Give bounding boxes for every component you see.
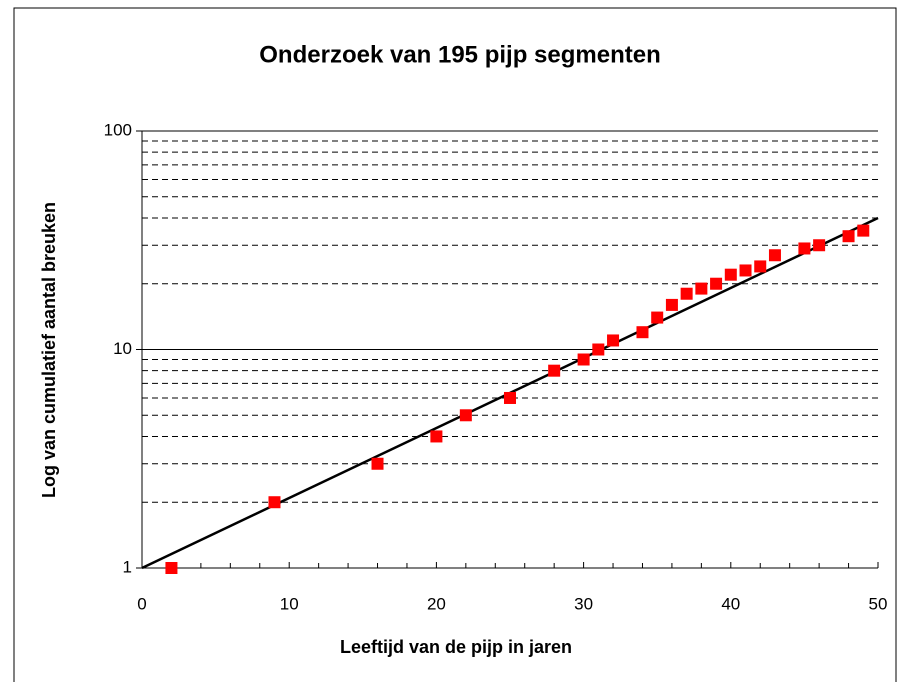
data-point xyxy=(592,343,605,356)
data-point xyxy=(857,224,870,237)
data-point xyxy=(504,391,516,404)
y-axis-label: Log van cumulatief aantal breuken xyxy=(39,202,59,498)
y-tick-label: 1 xyxy=(123,557,132,576)
x-tick-label: 20 xyxy=(427,594,446,613)
chart-frame xyxy=(13,7,897,682)
y-tick-label: 10 xyxy=(113,339,132,358)
data-point xyxy=(636,326,649,339)
data-point xyxy=(842,230,855,243)
data-point xyxy=(548,364,561,377)
data-point xyxy=(798,242,811,255)
data-point xyxy=(651,311,664,324)
data-point xyxy=(695,282,708,295)
x-axis-label: Leeftijd van de pijp in jaren xyxy=(340,637,572,657)
x-tick-label: 40 xyxy=(721,594,740,613)
data-point xyxy=(165,562,178,574)
data-point xyxy=(459,409,472,422)
data-point xyxy=(768,249,781,262)
data-point xyxy=(680,287,693,300)
data-point xyxy=(754,260,767,273)
data-point xyxy=(813,239,826,252)
data-point xyxy=(607,334,620,347)
x-tick-label: 50 xyxy=(869,594,888,613)
data-point xyxy=(724,268,737,281)
x-tick-label: 0 xyxy=(137,594,146,613)
data-point xyxy=(577,353,590,366)
data-point xyxy=(268,496,281,509)
data-point xyxy=(739,264,752,277)
y-tick-label: 100 xyxy=(104,120,132,139)
x-tick-label: 30 xyxy=(574,594,593,613)
x-tick-label: 10 xyxy=(280,594,299,613)
data-point xyxy=(665,298,678,311)
data-point xyxy=(430,430,443,443)
chart-title: Onderzoek van 195 pijp segmenten xyxy=(259,41,660,68)
data-point xyxy=(710,277,723,290)
data-point xyxy=(371,457,384,470)
